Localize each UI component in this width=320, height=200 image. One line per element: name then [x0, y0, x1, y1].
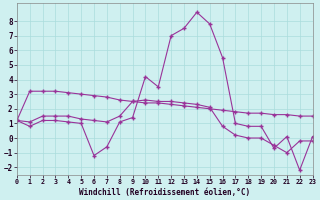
- X-axis label: Windchill (Refroidissement éolien,°C): Windchill (Refroidissement éolien,°C): [79, 188, 250, 197]
